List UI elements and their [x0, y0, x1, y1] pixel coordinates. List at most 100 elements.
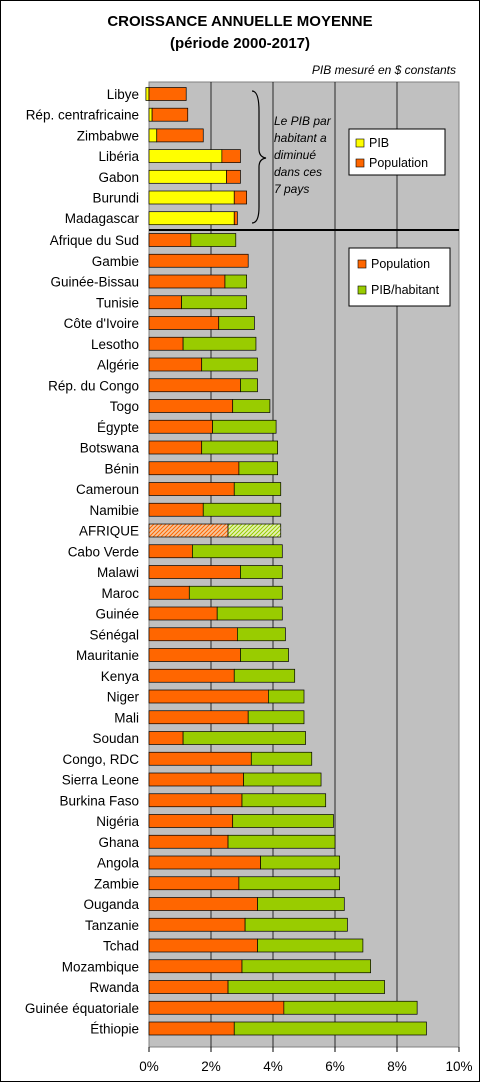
bar-segment — [148, 128, 158, 143]
bar-segment — [151, 107, 189, 122]
bar-segment — [227, 980, 385, 994]
bar-segment — [181, 295, 248, 310]
bar-segment — [148, 211, 235, 226]
bar-segment — [238, 461, 278, 476]
legend-label-pib-habitant: PIB/habitant — [371, 283, 440, 297]
bar-segment — [148, 295, 182, 310]
bar-segment — [247, 710, 305, 725]
category-label: Malawi — [97, 565, 139, 580]
category-label: Madagascar — [65, 211, 140, 226]
bar-segment — [182, 731, 306, 745]
category-label: Zimbabwe — [77, 128, 139, 143]
category-label: Mali — [114, 710, 139, 725]
bar-segment — [233, 190, 247, 205]
chart-subtitle: (période 2000-2017) — [170, 35, 310, 52]
bar-segment — [240, 565, 283, 579]
bar-segment — [148, 834, 229, 849]
bar-segment — [148, 938, 258, 953]
category-label: Algérie — [97, 358, 139, 373]
category-labels: Libye Rép. centrafricaine Zimbabwe Libéria G… — [25, 87, 140, 1037]
category-label: AFRIQUE — [79, 524, 139, 539]
bar-segment — [201, 440, 278, 455]
bar-segment — [243, 772, 322, 787]
bar-segment — [145, 87, 150, 101]
legend-swatch-pib — [355, 138, 365, 148]
bar-segment — [148, 523, 229, 538]
bar-segment — [148, 461, 240, 476]
bar-segment — [257, 897, 345, 911]
category-label: Gambie — [92, 254, 139, 269]
legend-label-population: Population — [371, 257, 430, 271]
x-tick-label: 2% — [201, 1059, 221, 1074]
bar-segment — [233, 1021, 427, 1036]
x-axis-ticks: 0% 2% 4% 6% 8% 10% — [139, 1047, 473, 1074]
bar-segment — [240, 378, 258, 393]
category-label: Guinée équatoriale — [25, 1001, 139, 1016]
category-label: Zambie — [94, 876, 139, 891]
bar-segment — [148, 544, 193, 559]
bar-segment — [148, 959, 243, 974]
category-label: Libéria — [98, 149, 139, 164]
bar-segment — [260, 855, 341, 870]
x-tick-label: 6% — [325, 1059, 345, 1074]
bar-segment — [201, 357, 258, 372]
bar-segment — [148, 336, 184, 351]
category-label: Congo, RDC — [62, 752, 139, 767]
bar-segment — [148, 814, 234, 828]
bar-segment — [148, 316, 220, 330]
bar-segment — [148, 107, 153, 122]
bar-segment — [148, 648, 241, 662]
bar-segment — [188, 585, 283, 600]
category-label: Éthiopie — [90, 1022, 139, 1037]
bar-segment — [148, 169, 227, 184]
bar-segment — [148, 482, 235, 496]
bar-segment — [148, 565, 241, 579]
legend-label-population: Population — [369, 156, 428, 170]
bar-segment — [233, 211, 238, 226]
bar-segment — [148, 357, 203, 372]
category-label: Mozambique — [62, 959, 139, 974]
category-label: Guinée — [95, 607, 139, 622]
legend-swatch-population — [357, 259, 367, 269]
category-label: Rép. du Congo — [48, 378, 139, 393]
category-label: Botswana — [80, 441, 140, 456]
category-label: Gabon — [98, 170, 139, 185]
legend-swatch-pib-habitant — [357, 285, 367, 295]
bar-segment — [148, 149, 223, 163]
category-label: Tunisie — [96, 295, 139, 310]
category-label: Sénégal — [89, 627, 139, 642]
bar-segment — [216, 606, 283, 621]
annotation-line: diminué — [274, 148, 316, 162]
category-label: Mauritanie — [76, 648, 139, 663]
annotation-line: habitant a — [274, 131, 327, 145]
bar-segment — [148, 731, 184, 745]
bar-segment — [221, 149, 241, 163]
legend-top: PIB Population — [348, 128, 446, 176]
category-label: Burundi — [92, 191, 139, 206]
bar-segment — [148, 772, 244, 787]
category-label: Tchad — [103, 939, 139, 954]
bar-segment — [148, 710, 249, 725]
bar-segment — [148, 87, 187, 101]
category-label: Cabo Verde — [68, 544, 139, 559]
legend-swatch-population — [355, 158, 365, 168]
bar-segment — [232, 399, 271, 413]
category-label: Namibie — [89, 503, 139, 518]
annotation-line: dans ces — [274, 165, 322, 179]
category-label: Rép. centrafricaine — [26, 108, 139, 123]
annotation-line: 7 pays — [274, 182, 309, 196]
bar-segment — [241, 793, 327, 808]
bar-segment — [226, 169, 241, 184]
category-label: Angola — [97, 856, 140, 871]
bar-segment — [148, 627, 238, 642]
bar-segment — [192, 544, 283, 559]
bar-segment — [148, 253, 249, 268]
category-label: Kenya — [101, 669, 140, 684]
bar-segment — [148, 606, 218, 621]
category-label: Cameroun — [76, 482, 139, 497]
bar-segment — [148, 1000, 285, 1015]
annotation-text: Le PIB par habitant a diminué dans ces 7… — [274, 114, 334, 196]
category-label: Guinée-Bissau — [50, 275, 139, 290]
